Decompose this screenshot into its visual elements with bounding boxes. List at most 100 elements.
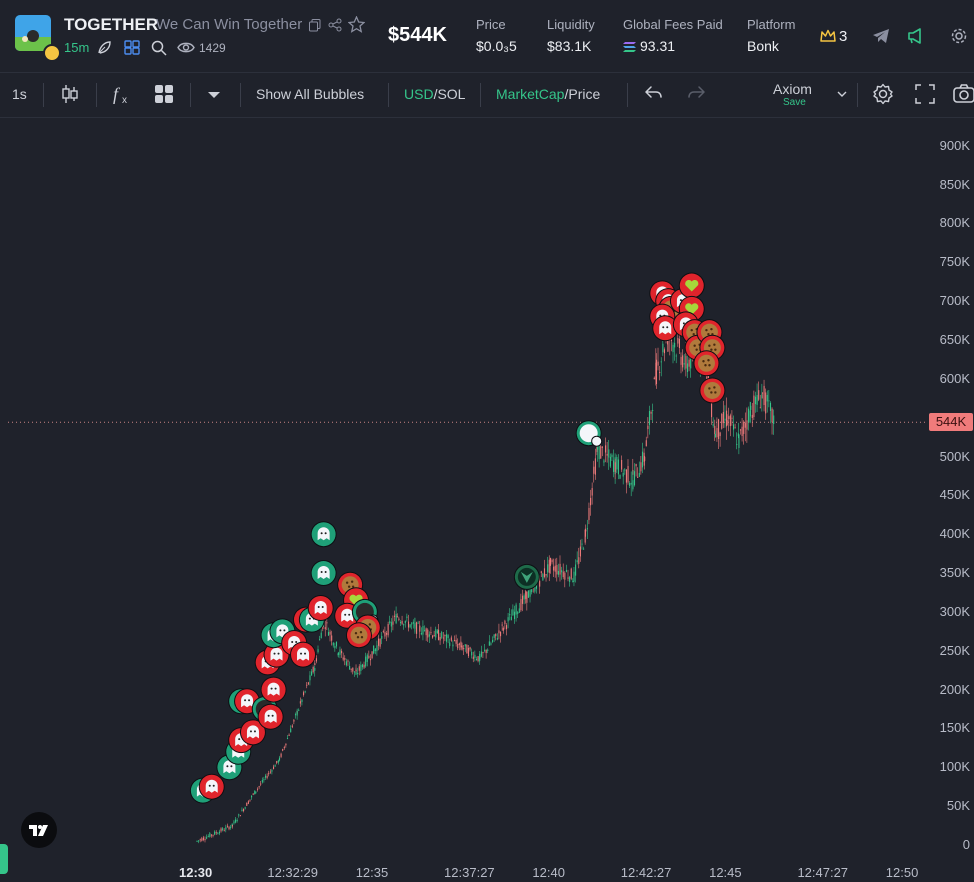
search-icon[interactable]: [151, 40, 167, 56]
candle-body: [420, 632, 422, 635]
chart-canvas[interactable]: [0, 118, 974, 882]
token-avatar[interactable]: [15, 15, 51, 51]
side-panel-toggle[interactable]: [0, 844, 8, 874]
x-tick-label: 12:30: [179, 865, 213, 880]
trade-bubble-cookie[interactable]: [693, 350, 720, 377]
candle-body: [472, 656, 474, 660]
chart-preset-name[interactable]: Axiom: [773, 81, 812, 97]
fullscreen-icon[interactable]: [913, 82, 937, 106]
megaphone-icon[interactable]: [907, 28, 924, 44]
candle-body: [339, 649, 341, 655]
candle-body: [674, 342, 676, 348]
candle-body: [355, 672, 357, 675]
candle-body: [657, 361, 659, 366]
candle-body: [683, 363, 685, 365]
candle-body: [471, 651, 473, 656]
metric-price[interactable]: /Price: [564, 86, 601, 102]
trade-bubble-cookie[interactable]: [345, 622, 372, 649]
cookie-icon: [350, 626, 368, 644]
candle-body: [525, 591, 527, 599]
candle-body: [570, 568, 572, 579]
candle-body: [427, 629, 429, 638]
trade-bubble-sell[interactable]: [239, 719, 266, 746]
trade-bubble-sell[interactable]: [257, 703, 284, 730]
candle-body: [562, 571, 564, 578]
show-all-bubbles-button[interactable]: Show All Bubbles: [256, 86, 365, 102]
x-tick-label: 12:37:27: [444, 865, 495, 880]
ghost-eye: [212, 784, 215, 787]
candle-body: [584, 529, 586, 543]
candle-body: [425, 628, 427, 636]
trade-bubble-sell[interactable]: [307, 595, 334, 622]
candle-body: [743, 421, 745, 434]
trade-bubble-buy[interactable]: [310, 560, 337, 587]
candle-body: [231, 825, 233, 827]
candle-body: [507, 617, 509, 622]
candle-body: [581, 543, 583, 545]
layout-icon[interactable]: [152, 82, 176, 106]
chevron-down-icon[interactable]: [832, 82, 856, 106]
gear-icon[interactable]: [950, 27, 968, 45]
share-icon[interactable]: [328, 18, 342, 32]
toolbar-divider: [627, 83, 628, 107]
candle-body: [645, 440, 647, 447]
candle-body: [741, 426, 743, 437]
candles-icon[interactable]: [58, 82, 82, 106]
crown-icon[interactable]: [820, 29, 836, 43]
candle-body: [236, 820, 238, 822]
currency-sol[interactable]: /SOL: [433, 86, 466, 102]
candle-body: [722, 411, 724, 424]
ghost-eye: [271, 714, 274, 717]
price-chart[interactable]: 900K850K800K750K700K650K600K550K500K450K…: [0, 118, 974, 882]
candle-body: [606, 453, 608, 456]
trade-bubble-fox[interactable]: [513, 563, 540, 590]
currency-toggle[interactable]: USD/SOL: [404, 86, 465, 102]
candle-body: [225, 827, 227, 830]
undo-icon[interactable]: [642, 82, 666, 106]
candle-body: [621, 459, 623, 470]
candle-body: [502, 627, 504, 631]
cookie-chip: [704, 364, 707, 367]
candle-body: [460, 641, 462, 648]
trade-bubble-buy[interactable]: [310, 521, 337, 548]
ghost-eye: [320, 571, 323, 574]
trade-bubble-cookie[interactable]: [699, 377, 726, 404]
candle-body: [564, 572, 566, 580]
candle-body: [614, 462, 616, 472]
trade-bubble-heart[interactable]: [678, 272, 705, 299]
ghost-eye: [208, 784, 211, 787]
candle-body: [379, 638, 381, 647]
tradingview-logo[interactable]: [21, 812, 57, 848]
candle-body: [447, 635, 449, 638]
copy-icon[interactable]: [309, 19, 321, 32]
trade-bubble-sell[interactable]: [290, 641, 317, 668]
candle-body: [278, 757, 281, 761]
interval-selector[interactable]: 1s: [12, 86, 27, 102]
currency-usd[interactable]: USD: [404, 86, 434, 102]
camera-icon[interactable]: [952, 82, 974, 106]
trade-bubble-sell[interactable]: [198, 773, 225, 800]
telegram-icon[interactable]: [872, 28, 890, 44]
cookie-chip: [354, 632, 358, 635]
metric-toggle[interactable]: MarketCap/Price: [496, 86, 600, 102]
candle-body: [505, 625, 508, 630]
candle-body: [366, 654, 368, 662]
trade-bubble-sell[interactable]: [260, 676, 287, 703]
bundle-icon[interactable]: [124, 40, 140, 55]
ghost-icon: [270, 647, 283, 661]
y-tick-label: 300K: [939, 603, 970, 619]
dropdown-icon[interactable]: [202, 82, 226, 106]
candle-body: [222, 828, 224, 831]
candle-body: [268, 773, 270, 775]
fees-value: 93.31: [640, 38, 676, 54]
trade-bubble-penguin[interactable]: [575, 420, 603, 447]
settings-icon[interactable]: [871, 82, 895, 106]
chart-preset-save[interactable]: Save: [783, 97, 806, 108]
cookie-chip: [702, 360, 705, 363]
redo-icon[interactable]: [684, 82, 708, 106]
trade-bubble-sell[interactable]: [652, 315, 679, 342]
metric-marketcap[interactable]: MarketCap: [496, 86, 565, 102]
star-icon[interactable]: [348, 16, 365, 33]
